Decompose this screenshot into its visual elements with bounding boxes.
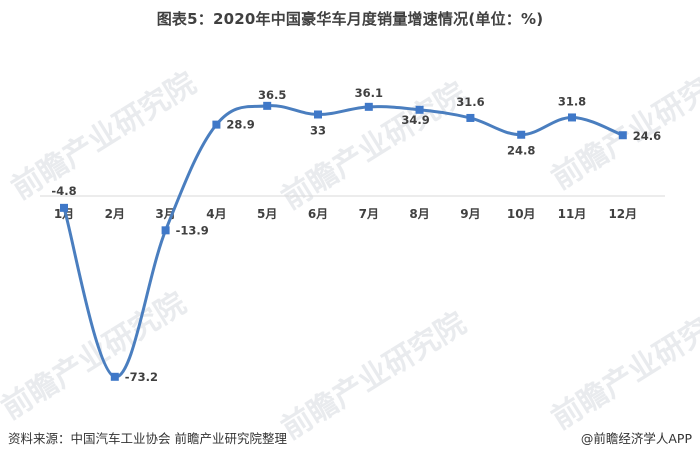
watermark-text: 前瞻产业研究院 — [6, 66, 203, 207]
data-marker — [517, 130, 526, 139]
data-label: 36.5 — [258, 88, 286, 102]
x-tick-label: 4月 — [206, 207, 226, 221]
watermark-text: 前瞻产业研究院 — [0, 286, 192, 427]
x-tick-label: 8月 — [409, 207, 429, 221]
data-label: -4.8 — [51, 184, 76, 198]
data-label: -73.2 — [125, 370, 158, 384]
data-marker — [161, 226, 170, 235]
data-marker — [415, 105, 424, 114]
chart-title: 图表5：2020年中国豪华车月度销量增速情况(单位：%) — [156, 10, 544, 28]
data-labels: -4.8 -73.2 -13.9 28.9 36.5 33 36.1 34.9 31.6 24.8… — [51, 86, 661, 384]
x-tick-label: 1月 — [54, 207, 74, 221]
data-marker — [314, 110, 322, 119]
data-label: 34.9 — [401, 113, 429, 127]
data-marker — [364, 102, 373, 111]
data-label: 31.6 — [456, 95, 484, 109]
data-label: 28.9 — [226, 118, 254, 132]
data-label: -13.9 — [176, 223, 209, 237]
data-marker — [568, 113, 576, 122]
data-marker — [212, 120, 221, 129]
data-label: 24.8 — [507, 144, 535, 158]
data-marker — [263, 101, 272, 110]
x-tick-label: 5月 — [257, 207, 277, 221]
data-label: 24.6 — [633, 129, 661, 143]
x-tick-label: 10月 — [507, 207, 536, 221]
x-tick-label: 2月 — [105, 207, 125, 221]
credit-note: @前瞻经济学人APP — [580, 431, 692, 446]
data-label: 36.1 — [355, 86, 383, 100]
watermark-text: 前瞻产业研究院 — [276, 306, 473, 447]
watermark-text: 前瞻产业研究院 — [546, 56, 700, 197]
data-label: 31.8 — [558, 94, 586, 108]
data-marker — [466, 113, 475, 122]
x-tick-label: 7月 — [359, 207, 379, 221]
x-tick-label: 9月 — [460, 207, 480, 221]
x-tick-label: 6月 — [308, 207, 328, 221]
data-marker — [110, 372, 119, 381]
data-markers — [60, 101, 627, 381]
data-marker — [618, 131, 627, 140]
data-label: 33 — [310, 123, 326, 137]
x-axis-labels: 1月 2月 3月 4月 5月 6月 7月 8月 9月 10月 11月 12月 — [54, 207, 637, 221]
data-marker — [60, 203, 68, 212]
x-tick-label: 12月 — [608, 207, 637, 221]
x-tick-label: 11月 — [558, 207, 587, 221]
watermark-text: 前瞻产业研究院 — [546, 296, 700, 437]
source-note: 资料来源：中国汽车工业协会 前瞻产业研究院整理 — [8, 431, 287, 446]
